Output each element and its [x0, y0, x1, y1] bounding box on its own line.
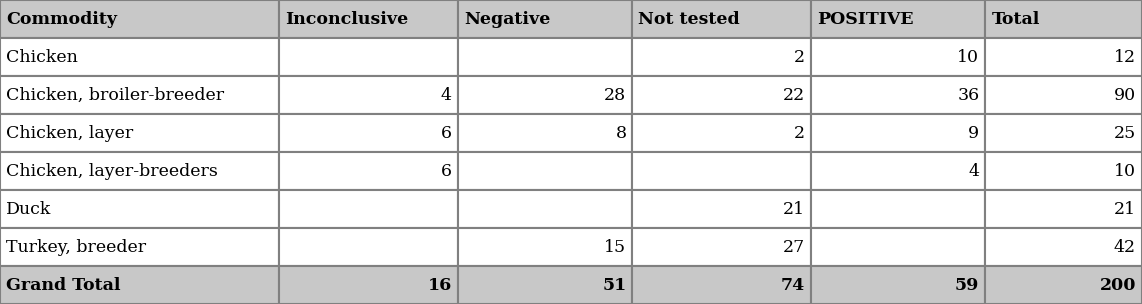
Text: Chicken: Chicken — [6, 49, 78, 65]
Bar — [280, 190, 458, 228]
Text: 9: 9 — [968, 125, 980, 141]
Text: 6: 6 — [441, 163, 452, 179]
Bar — [986, 76, 1142, 114]
Bar — [633, 114, 811, 152]
Bar — [280, 114, 458, 152]
Bar — [458, 266, 633, 304]
Text: 4: 4 — [968, 163, 980, 179]
Text: 16: 16 — [427, 277, 452, 293]
Bar — [811, 152, 986, 190]
Bar — [458, 0, 633, 38]
Text: 21: 21 — [782, 201, 805, 217]
Text: POSITIVE: POSITIVE — [817, 11, 914, 27]
Text: 42: 42 — [1113, 239, 1136, 255]
Bar — [986, 266, 1142, 304]
Bar — [986, 152, 1142, 190]
Bar — [280, 0, 458, 38]
Bar — [633, 152, 811, 190]
Text: Chicken, broiler-breeder: Chicken, broiler-breeder — [6, 87, 224, 103]
Text: Total: Total — [991, 11, 1039, 27]
Bar — [986, 38, 1142, 76]
Bar — [0, 266, 280, 304]
Bar — [0, 152, 280, 190]
Text: 59: 59 — [955, 277, 980, 293]
Bar — [986, 228, 1142, 266]
Text: 2: 2 — [794, 49, 805, 65]
Bar — [633, 0, 811, 38]
Bar — [633, 38, 811, 76]
Text: Inconclusive: Inconclusive — [286, 11, 409, 27]
Text: Grand Total: Grand Total — [6, 277, 121, 293]
Text: 22: 22 — [782, 87, 805, 103]
Text: Commodity: Commodity — [6, 11, 116, 27]
Text: 200: 200 — [1100, 277, 1136, 293]
Bar — [458, 38, 633, 76]
Text: 12: 12 — [1113, 49, 1136, 65]
Bar — [633, 228, 811, 266]
Bar — [986, 0, 1142, 38]
Bar — [633, 266, 811, 304]
Text: 74: 74 — [780, 277, 805, 293]
Text: Chicken, layer-breeders: Chicken, layer-breeders — [6, 163, 218, 179]
Bar — [986, 114, 1142, 152]
Bar — [0, 228, 280, 266]
Text: 6: 6 — [441, 125, 452, 141]
Bar — [811, 114, 986, 152]
Text: 10: 10 — [1113, 163, 1136, 179]
Bar — [986, 190, 1142, 228]
Bar — [280, 152, 458, 190]
Bar — [458, 228, 633, 266]
Bar — [458, 76, 633, 114]
Text: Turkey, breeder: Turkey, breeder — [6, 239, 146, 255]
Bar — [458, 114, 633, 152]
Bar — [0, 38, 280, 76]
Bar — [811, 0, 986, 38]
Bar — [811, 38, 986, 76]
Bar — [0, 190, 280, 228]
Bar — [280, 266, 458, 304]
Bar — [633, 76, 811, 114]
Text: 21: 21 — [1113, 201, 1136, 217]
Text: 27: 27 — [782, 239, 805, 255]
Bar — [280, 38, 458, 76]
Bar — [458, 152, 633, 190]
Bar — [458, 190, 633, 228]
Bar — [811, 266, 986, 304]
Text: Negative: Negative — [464, 11, 550, 27]
Text: 10: 10 — [957, 49, 980, 65]
Text: 2: 2 — [794, 125, 805, 141]
Bar — [633, 190, 811, 228]
Text: 25: 25 — [1113, 125, 1136, 141]
Bar — [0, 76, 280, 114]
Text: Duck: Duck — [6, 201, 51, 217]
Text: 4: 4 — [441, 87, 452, 103]
Text: 90: 90 — [1113, 87, 1136, 103]
Bar — [280, 76, 458, 114]
Bar — [811, 76, 986, 114]
Text: 8: 8 — [616, 125, 627, 141]
Bar — [0, 114, 280, 152]
Bar — [0, 0, 280, 38]
Bar — [811, 190, 986, 228]
Text: 15: 15 — [604, 239, 627, 255]
Text: 51: 51 — [602, 277, 627, 293]
Text: 28: 28 — [604, 87, 627, 103]
Text: Not tested: Not tested — [638, 11, 740, 27]
Bar — [811, 228, 986, 266]
Text: 36: 36 — [957, 87, 980, 103]
Text: Chicken, layer: Chicken, layer — [6, 125, 134, 141]
Bar — [280, 228, 458, 266]
